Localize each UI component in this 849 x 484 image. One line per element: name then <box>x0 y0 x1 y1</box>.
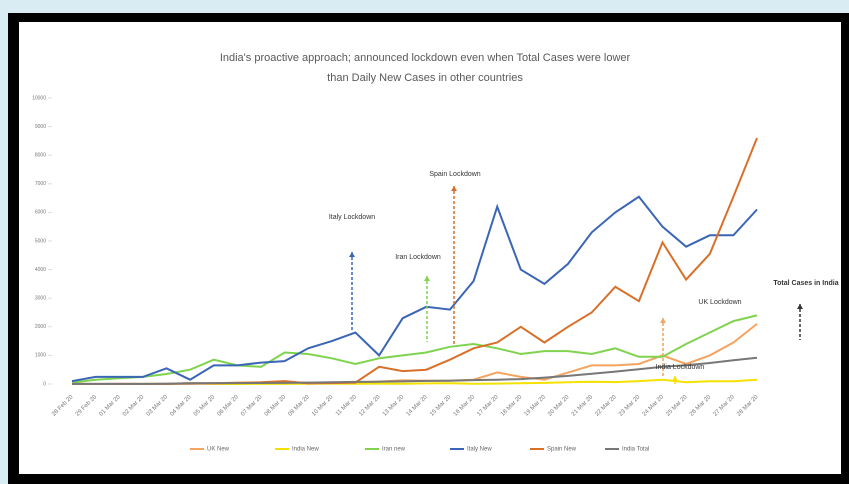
series-line <box>72 356 758 385</box>
chart-subtitle: than Daily New Cases in other countries <box>327 72 523 84</box>
y-tick-label: 7000 <box>35 181 46 187</box>
y-tick-label: 6000 <box>35 210 46 216</box>
y-tick-label: 2000 <box>35 324 46 330</box>
arrow-head <box>451 186 457 191</box>
chart-title: India's proactive approach; announced lo… <box>220 52 631 64</box>
annotation: Iran Lockdown <box>395 254 441 261</box>
legend-label: UK New <box>207 447 230 453</box>
y-tick-label: 3000 <box>35 296 46 302</box>
y-tick-label: 5000 <box>35 238 46 244</box>
arrow-head <box>660 318 666 323</box>
arrow-head <box>797 304 803 309</box>
y-tick-label: 4000 <box>35 267 46 273</box>
y-tick-label: 9000 <box>35 124 46 130</box>
y-tick-label: 8000 <box>35 153 46 159</box>
annotation: India Lockdown <box>656 364 705 371</box>
annotation: Spain Lockdown <box>429 171 480 178</box>
legend-label: Italy New <box>467 447 492 453</box>
arrow-head <box>349 252 355 257</box>
legend-label: Iran new <box>382 447 406 453</box>
annotation: UK Lockdown <box>698 299 741 306</box>
annotation: Italy Lockdown <box>329 214 375 221</box>
plot-background <box>19 22 841 474</box>
arrow-head <box>424 276 430 281</box>
arrow-head <box>672 376 678 381</box>
legend-label: India New <box>292 447 319 453</box>
legend-label: Spain New <box>547 447 577 453</box>
series-line <box>71 314 758 384</box>
y-tick-label: 10000 <box>32 95 46 101</box>
y-tick-label: 1000 <box>35 353 46 359</box>
legend-label: India Total <box>622 447 649 453</box>
annotation: Total Cases in India <box>773 280 838 287</box>
series-line <box>71 195 758 383</box>
y-tick-label: 0 <box>43 381 46 387</box>
